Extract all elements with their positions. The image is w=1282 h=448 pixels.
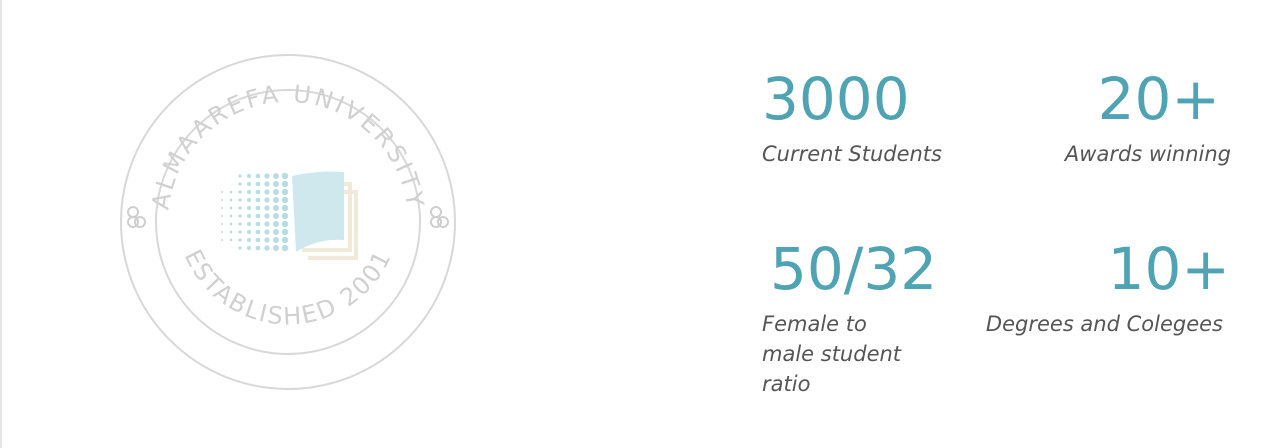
stat-current-students-label: Current Students xyxy=(762,142,942,166)
stat-ratio-label-line-2: male student xyxy=(762,342,902,366)
university-seal: ALMAAREFA UNIVERSITY ESTABLISHED 2001 xyxy=(118,52,458,392)
logo-dot xyxy=(221,239,223,241)
stat-ratio-label: Female to male student ratio xyxy=(762,309,901,399)
stat-ratio-number: 50/32 xyxy=(770,235,938,303)
logo-dot xyxy=(273,221,279,227)
logo-dot xyxy=(255,189,261,195)
logo-dot xyxy=(255,205,261,211)
logo-dot xyxy=(247,222,251,226)
logo-dot xyxy=(229,230,233,234)
logo-dot xyxy=(238,206,242,210)
logo-dot xyxy=(281,172,289,180)
logo-dot xyxy=(255,213,261,219)
logo-dot xyxy=(247,182,251,186)
logo-dot xyxy=(238,222,242,226)
logo-dot xyxy=(238,246,242,250)
logo-dot xyxy=(264,205,270,211)
stat-ratio-label-line-3: ratio xyxy=(762,372,811,396)
seal-bottom-text: ESTABLISHED 2001 xyxy=(179,245,398,331)
logo-dot xyxy=(264,229,270,235)
inner-ring xyxy=(155,89,421,355)
logo-dot xyxy=(281,180,289,188)
logo-dot xyxy=(221,215,223,217)
logo-dot xyxy=(264,221,270,227)
stat-awards-label: Awards winning xyxy=(1064,142,1231,166)
logo-dot xyxy=(273,245,279,251)
logo-dot xyxy=(281,196,289,204)
logo-dot xyxy=(238,182,242,186)
logo-dot xyxy=(281,244,289,252)
logo-dot xyxy=(255,229,261,235)
logo-dot xyxy=(229,214,233,218)
seal-graphic: ALMAAREFA UNIVERSITY ESTABLISHED 2001 xyxy=(120,54,456,390)
logo-dot xyxy=(229,198,233,202)
logo-dot xyxy=(255,221,261,227)
stat-degrees-number: 10+ xyxy=(1107,235,1230,303)
logo-dot xyxy=(281,228,289,236)
logo-dot xyxy=(221,223,223,225)
logo-dot xyxy=(247,206,251,210)
logo-dot xyxy=(229,238,233,242)
logo-dot xyxy=(238,214,242,218)
logo-dot xyxy=(238,190,242,194)
book-logo-icon xyxy=(221,171,358,260)
logo-dot xyxy=(273,181,279,187)
logo-dot xyxy=(255,237,261,243)
logo-dot xyxy=(247,214,251,218)
logo-dot xyxy=(281,188,289,196)
logo-dot xyxy=(247,230,251,234)
logo-dot xyxy=(255,197,261,203)
logo-dot xyxy=(273,173,279,179)
stat-degrees-label: Degrees and Colegees xyxy=(985,312,1223,336)
logo-dot xyxy=(221,207,223,209)
logo-dot xyxy=(273,213,279,219)
logo-dot xyxy=(247,198,251,202)
logo-dot xyxy=(264,245,270,251)
logo-dot xyxy=(247,190,251,194)
logo-dot xyxy=(273,229,279,235)
logo-dot xyxy=(264,189,270,195)
outer-ring xyxy=(120,54,456,390)
logo-dot xyxy=(238,230,242,234)
logo-dot xyxy=(229,222,233,226)
logo-dot xyxy=(273,197,279,203)
logo-dot xyxy=(229,206,233,210)
logo-dot xyxy=(264,237,270,243)
logo-dot xyxy=(238,198,242,202)
logo-dot xyxy=(264,213,270,219)
logo-dot xyxy=(221,231,223,233)
stat-current-students-number: 3000 xyxy=(762,65,910,133)
logo-dot xyxy=(238,174,242,178)
logo-dot xyxy=(264,173,270,179)
logo-dot xyxy=(229,190,233,194)
left-ornament-icon xyxy=(127,206,146,228)
logo-dot xyxy=(238,238,242,242)
logo-dot xyxy=(281,212,289,220)
logo-dot xyxy=(281,204,289,212)
logo-dot xyxy=(247,174,251,178)
logo-dot xyxy=(264,181,270,187)
logo-dot xyxy=(264,197,270,203)
logo-dot xyxy=(247,238,251,242)
logo-dot xyxy=(255,173,261,179)
logo-dot xyxy=(273,237,279,243)
logo-dot xyxy=(221,191,223,193)
right-ornament-icon xyxy=(430,206,449,228)
logo-dot xyxy=(255,181,261,187)
stat-ratio-label-line-1: Female to xyxy=(762,312,867,336)
logo-dot xyxy=(273,189,279,195)
logo-dot xyxy=(247,246,251,250)
logo-dot xyxy=(273,205,279,211)
logo-dot xyxy=(281,236,289,244)
logo-dot xyxy=(221,199,223,201)
left-divider xyxy=(0,0,2,448)
logo-dot xyxy=(255,245,261,251)
stat-awards-number: 20+ xyxy=(1097,65,1220,133)
logo-dot xyxy=(281,220,289,228)
